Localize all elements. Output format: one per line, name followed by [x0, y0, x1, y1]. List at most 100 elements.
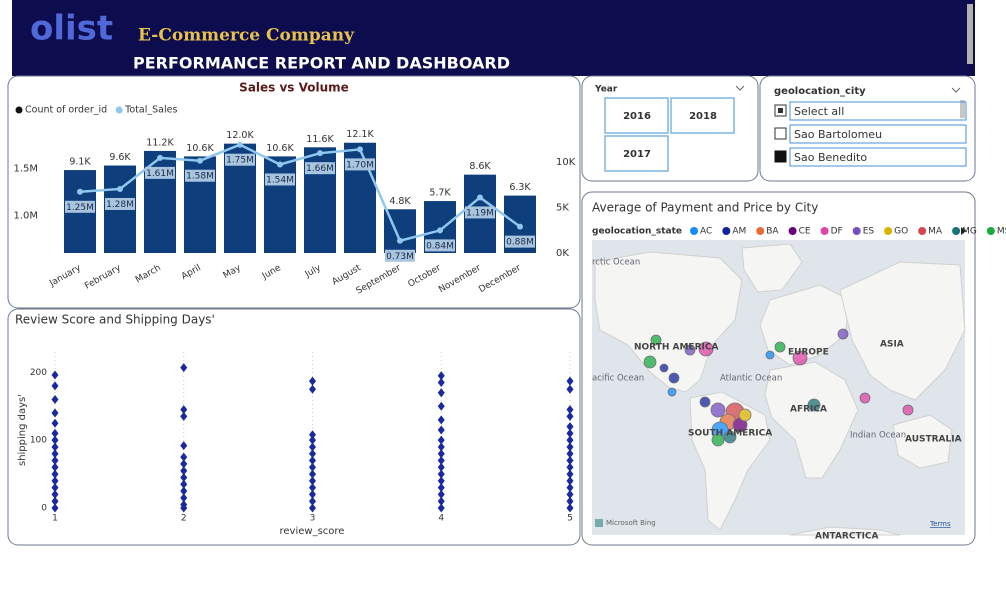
bubble[interactable]	[807, 398, 821, 412]
point	[309, 483, 316, 493]
bubble[interactable]	[765, 350, 775, 360]
line-point	[517, 223, 523, 230]
bubble[interactable]	[792, 350, 808, 366]
checkbox[interactable]	[774, 127, 787, 140]
bubble[interactable]	[711, 433, 725, 447]
map-label: rctic Ocean	[592, 258, 640, 268]
logo: olist	[30, 9, 113, 49]
map-label: SOUTH AMERICA	[688, 429, 772, 439]
data-label: 0.88M	[506, 238, 534, 248]
map-legend: AC AM BA CE DF ES GO MA MG MS	[690, 227, 1006, 237]
chevron[interactable]	[951, 87, 961, 93]
point	[180, 459, 188, 469]
point	[51, 449, 59, 459]
data-label: 4.8K	[389, 196, 411, 207]
line-point	[77, 188, 83, 195]
data-label-bg	[345, 158, 375, 171]
bubble[interactable]	[902, 404, 914, 416]
year-tile[interactable]	[604, 97, 669, 134]
map: rctic Ocean NORTH AMERICA EUROPE ASIA At…	[592, 240, 966, 542]
bubble[interactable]	[837, 328, 849, 340]
legend-swatch	[788, 227, 797, 235]
checkbox-partial	[778, 108, 783, 113]
bubble[interactable]	[659, 363, 669, 373]
bubble[interactable]	[859, 392, 871, 404]
data-label: 1.75M	[226, 156, 254, 166]
map-bubbles	[643, 328, 914, 447]
map-label: AFRICA	[790, 405, 827, 415]
bubble[interactable]	[684, 344, 696, 356]
checkbox[interactable]	[774, 150, 787, 163]
data-label: 0.73M	[386, 252, 414, 262]
x-tick-label: 2	[181, 514, 187, 524]
line-point	[157, 154, 163, 161]
chart-title: Sales vs Volume	[239, 81, 349, 95]
data-label: 1.25M	[66, 203, 94, 213]
bubble[interactable]	[710, 402, 726, 418]
map-label: Atlantic Ocean	[720, 374, 782, 384]
point	[51, 442, 59, 452]
legend-swatch	[15, 106, 23, 114]
bubble[interactable]	[650, 334, 662, 346]
legend-label: AM	[732, 227, 746, 237]
point	[437, 462, 445, 472]
legend-swatch	[884, 227, 893, 235]
point	[51, 394, 59, 404]
map-terms[interactable]: Terms	[929, 520, 951, 528]
point	[180, 503, 188, 513]
scrollbar	[967, 4, 973, 64]
point	[566, 476, 574, 486]
legend-label: Count of order_id	[25, 105, 107, 116]
y-axis-label: shipping days'	[17, 394, 28, 466]
year-option[interactable]: 2016	[623, 111, 651, 122]
bubble[interactable]	[667, 387, 677, 397]
line-point	[237, 141, 243, 148]
data-label: 10.6K	[266, 143, 294, 154]
bubble[interactable]	[774, 341, 786, 353]
year-option[interactable]: 2018	[689, 111, 717, 122]
scrollbar	[960, 100, 965, 118]
point	[51, 489, 59, 499]
point	[309, 435, 316, 445]
point	[309, 376, 316, 386]
legend-next[interactable]	[961, 227, 966, 235]
bubble[interactable]	[699, 396, 711, 408]
year-option[interactable]: 2017	[623, 149, 651, 160]
legend-swatch	[820, 227, 829, 235]
city-option[interactable]: Sao Benedito	[794, 151, 867, 164]
point	[309, 496, 316, 506]
point	[437, 496, 445, 506]
bubble[interactable]	[668, 372, 680, 384]
point	[437, 476, 445, 486]
option-box[interactable]	[789, 101, 967, 121]
data-label-bg	[425, 239, 455, 252]
option-box[interactable]	[789, 147, 967, 167]
point	[437, 449, 445, 459]
data-label-bg	[65, 200, 95, 213]
land	[839, 261, 966, 401]
bubble[interactable]	[738, 408, 752, 422]
option-box[interactable]	[789, 124, 967, 144]
point	[180, 363, 188, 373]
point	[180, 479, 188, 489]
data-label: 0.84M	[426, 241, 454, 251]
data-label: 1.58M	[186, 172, 214, 182]
year-tile[interactable]	[670, 97, 735, 134]
legend-title: geolocation_state	[592, 227, 682, 237]
year-tile[interactable]	[604, 135, 669, 172]
y-tick-label: 100	[30, 436, 47, 446]
city-option[interactable]: Sao Bartolomeu	[794, 128, 882, 141]
bubble[interactable]	[698, 341, 714, 357]
chevron[interactable]	[735, 85, 745, 91]
line-point	[197, 157, 203, 164]
bubble[interactable]	[643, 355, 657, 369]
city-option[interactable]: Select all	[794, 105, 844, 118]
point	[566, 442, 574, 452]
bubble[interactable]	[723, 430, 737, 444]
point	[437, 456, 445, 466]
land	[789, 526, 901, 536]
point	[309, 456, 316, 466]
point	[566, 496, 574, 506]
legend-swatch	[952, 227, 961, 235]
